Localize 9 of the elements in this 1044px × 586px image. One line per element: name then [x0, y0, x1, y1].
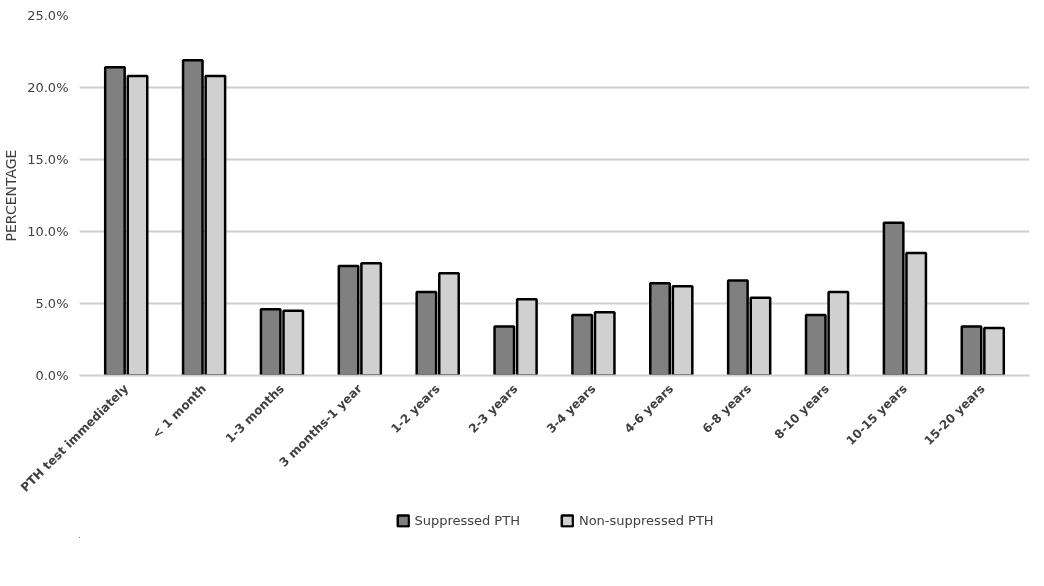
- y-tick-label: 25.0%: [27, 8, 69, 23]
- y-tick-label: 15.0%: [27, 152, 69, 167]
- legend-label: Suppressed PTH: [414, 512, 520, 528]
- y-axis-title: PERCENTAGE: [3, 149, 20, 242]
- legend-label: Non-suppressed PTH: [578, 512, 714, 528]
- y-tick-label: 5.0%: [35, 296, 69, 311]
- y-tick-label: 20.0%: [27, 80, 69, 95]
- y-tick-label: 10.0%: [27, 224, 69, 239]
- y-tick-label: 0.0%: [35, 368, 69, 383]
